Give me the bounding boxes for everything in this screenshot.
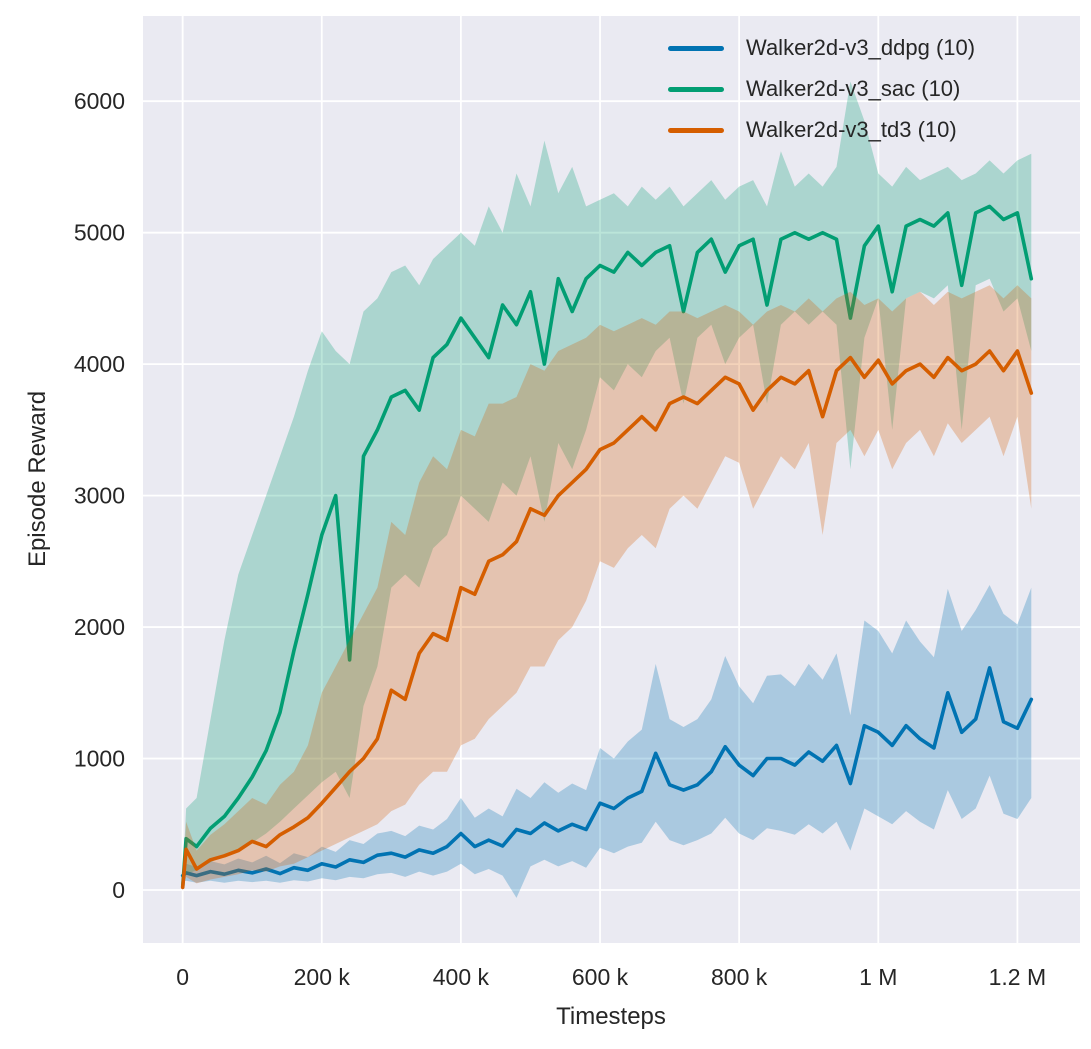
confidence-band-1 [182, 81, 1032, 890]
x-tick-label: 800 k [711, 964, 768, 990]
legend: Walker2d-v3_ddpg (10) Walker2d-v3_sac (1… [668, 33, 975, 145]
series-line-0 [180, 666, 1034, 878]
legend-label-ddpg: Walker2d-v3_ddpg (10) [746, 35, 976, 60]
y-tick-label: 4000 [74, 351, 125, 377]
series-line-2 [180, 349, 1034, 890]
legend-item-ddpg: Walker2d-v3_ddpg (10) [668, 33, 975, 63]
confidence-band-2 [182, 285, 1032, 890]
legend-item-sac: Walker2d-v3_sac (10) [668, 74, 975, 104]
legend-line-swatch-sac [668, 86, 724, 92]
y-tick-label: 1000 [74, 746, 125, 772]
confidence-band-0 [182, 585, 1032, 898]
x-tick-label: 400 k [433, 964, 490, 990]
legend-item-td3: Walker2d-v3_td3 (10) [668, 115, 975, 145]
plot-area [143, 16, 1080, 943]
y-tick-label: 2000 [74, 614, 125, 640]
x-tick-label: 1 M [859, 964, 897, 990]
x-tick-label: 1.2 M [989, 964, 1047, 990]
x-tick-label: 0 [176, 964, 189, 990]
series-line-1 [180, 204, 1034, 889]
y-axis-label: Episode Reward [24, 390, 51, 568]
y-tick-label: 5000 [74, 220, 125, 246]
y-tick-label: 3000 [74, 483, 125, 509]
y-tick-label: 6000 [74, 88, 125, 114]
legend-label-td3: Walker2d-v3_td3 (10) [746, 117, 957, 142]
legend-line-swatch-ddpg [668, 45, 724, 51]
x-tick-label: 600 k [572, 964, 629, 990]
x-axis-label: Timesteps [556, 1003, 666, 1030]
y-tick-label: 0 [112, 877, 125, 903]
legend-line-swatch-td3 [668, 127, 724, 133]
x-tick-label: 200 k [294, 964, 351, 990]
legend-label-sac: Walker2d-v3_sac (10) [746, 76, 961, 101]
